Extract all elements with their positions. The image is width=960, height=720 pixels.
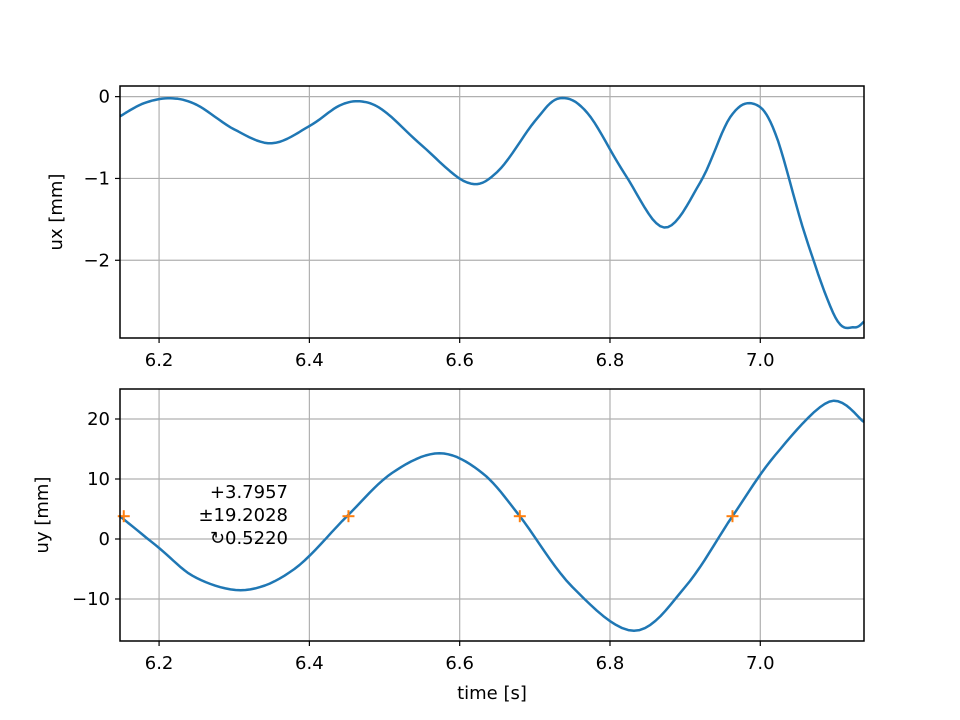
uy-y-tick-label: 20 xyxy=(87,409,110,430)
ux-y-tick-label: −2 xyxy=(83,250,110,271)
zero-crossing-marker xyxy=(513,510,526,523)
ux-y-ticks: 0 −1 −2 xyxy=(83,87,120,271)
uy-x-tick-label: 6.8 xyxy=(596,653,625,674)
ux-y-axis-label: ux [mm] xyxy=(46,174,67,251)
uy-axes-frame xyxy=(119,388,865,642)
ux-axes-frame xyxy=(119,85,865,339)
uy-x-tick-label: 6.2 xyxy=(145,653,174,674)
uy-x-tick-label: 7.0 xyxy=(746,653,775,674)
uy-y-axis-label: uy [mm] xyxy=(32,477,53,554)
uy-x-tick-label: 6.4 xyxy=(295,653,324,674)
uy-y-ticks: 20 10 0 −10 xyxy=(72,409,120,610)
annotation-phase: ↻0.5220 xyxy=(210,528,288,549)
uy-y-tick-label: 0 xyxy=(99,529,110,550)
ux-series-line xyxy=(119,96,865,330)
ux-x-tick-label: 6.4 xyxy=(295,350,324,371)
uy-subplot: 6.2 6.4 6.6 6.8 7.0 20 10 0 −10 uy [mm] time [s… xyxy=(32,388,865,704)
ux-x-tick-label: 7.0 xyxy=(746,350,775,371)
ux-grid xyxy=(120,86,864,338)
zero-crossing-marker xyxy=(726,510,739,523)
uy-x-tick-label: 6.6 xyxy=(445,653,474,674)
ux-x-ticks: 6.2 6.4 6.6 6.8 7.0 xyxy=(145,338,775,371)
zero-crossing-marker xyxy=(342,510,355,523)
uy-x-ticks: 6.2 6.4 6.6 6.8 7.0 xyxy=(145,641,775,674)
ux-subplot: 6.2 6.4 6.6 6.8 7.0 0 −1 −2 ux [mm] xyxy=(46,85,865,371)
uy-series-line xyxy=(119,399,865,633)
uy-y-tick-label: −10 xyxy=(72,589,110,610)
uy-x-axis-label: time [s] xyxy=(457,683,527,704)
annotation-amplitude: ±19.2028 xyxy=(198,505,288,526)
uy-grid xyxy=(120,389,864,641)
ux-x-tick-label: 6.6 xyxy=(445,350,474,371)
uy-y-tick-label: 10 xyxy=(87,469,110,490)
annotation-offset: +3.7957 xyxy=(210,482,288,503)
ux-y-tick-label: 0 xyxy=(99,87,110,108)
ux-y-tick-label: −1 xyxy=(83,168,110,189)
ux-x-tick-label: 6.2 xyxy=(145,350,174,371)
ux-x-tick-label: 6.8 xyxy=(596,350,625,371)
